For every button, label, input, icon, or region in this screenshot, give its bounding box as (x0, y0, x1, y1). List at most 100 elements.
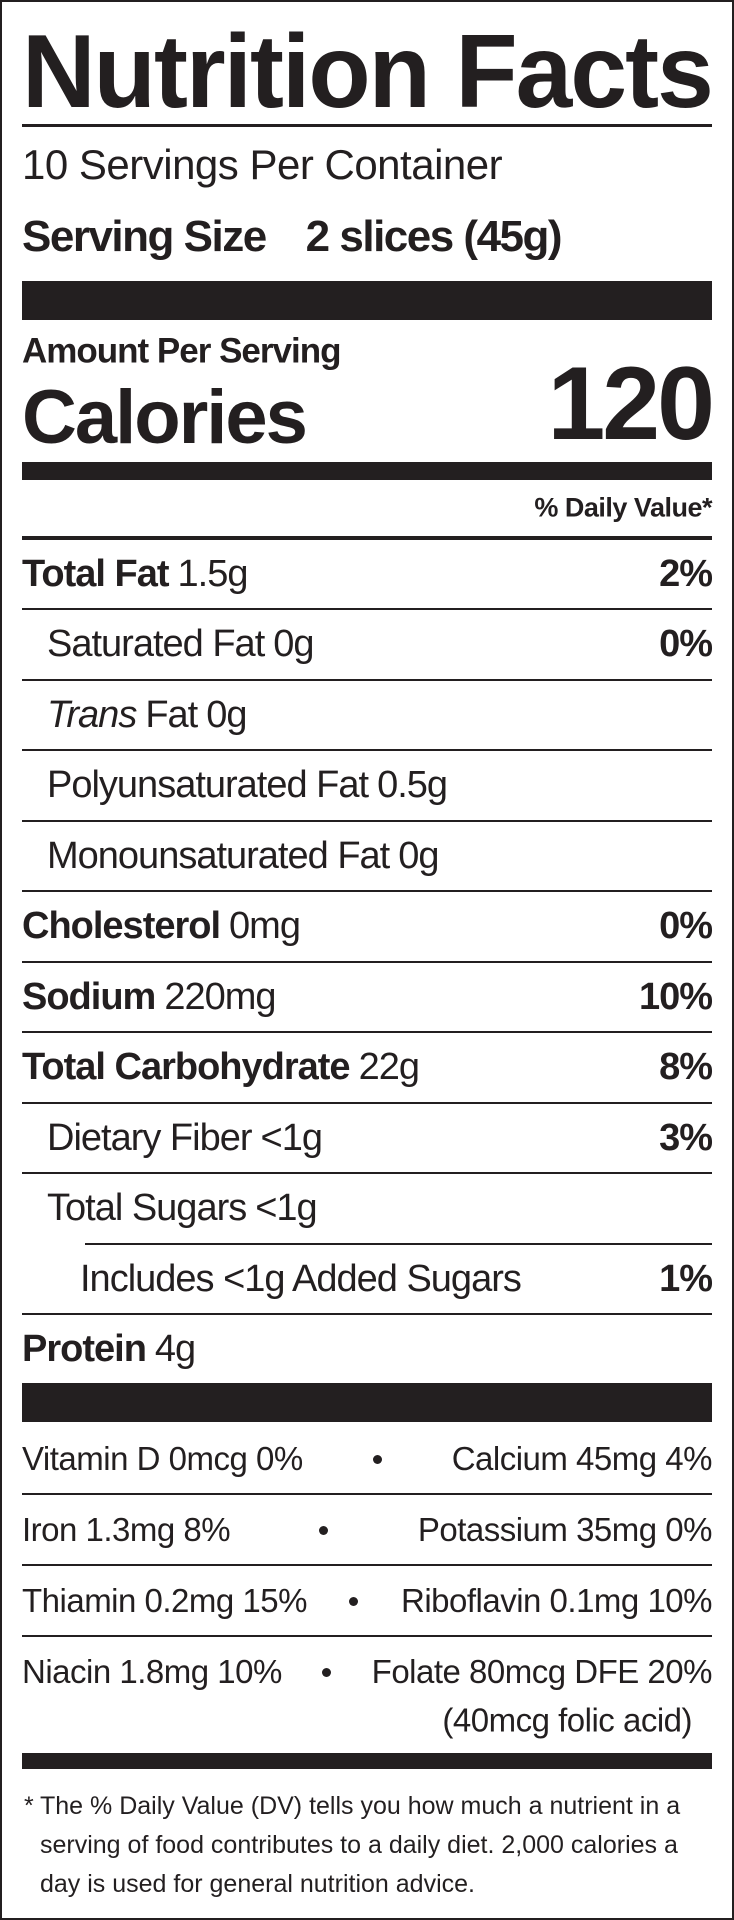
nutrient-row: Sodium 220mg 10% (22, 972, 713, 1022)
bullet (372, 1454, 382, 1464)
nutrient-row: Polyunsaturated Fat 0.5g (22, 761, 712, 811)
bullet (322, 1667, 332, 1677)
bullet (349, 1596, 359, 1606)
nutrient-row: Saturated Fat 0g 0% (22, 620, 713, 670)
vitamin-left: Niacin 1.8mg 10% (22, 1653, 282, 1690)
vitamin-row: Thiamin 0.2mg 15% Riboflavin 0.1mg 10% (22, 1582, 713, 1620)
nutrient-left: Total Sugars <1g (22, 1187, 318, 1230)
vitamin-left: Vitamin D 0mcg 0% (22, 1440, 303, 1477)
nutrient-amount: 22g (358, 1046, 420, 1088)
nutrient-amount: 0g (206, 693, 247, 736)
nutrient-dv: 10% (638, 975, 713, 1018)
rule (22, 608, 712, 610)
nutrient-row: Total Carbohydrate 22g 8% (22, 1043, 713, 1093)
footnote: * The % Daily Value (DV) tells you how mu… (24, 1787, 710, 1904)
nutrient-dv: 8% (659, 1046, 713, 1088)
rule (85, 1242, 712, 1245)
footnote-text: The % Daily Value (DV) tells you how muc… (40, 1792, 681, 1898)
rule (22, 890, 712, 892)
rule (22, 678, 712, 681)
vitamin-right: Potassium 35mg 0% (417, 1511, 713, 1548)
vitamin-left: Iron 1.3mg 8% (22, 1511, 231, 1548)
nutrient-left: Trans Fat 0g (22, 693, 248, 737)
nutrient-row: Total Sugars <1g (22, 1184, 712, 1234)
nutrient-name: Fat (145, 693, 198, 736)
vitamin-row: Iron 1.3mg 8% Potassium 35mg 0% (22, 1511, 712, 1549)
servings: 10 Servings Per Container (22, 141, 503, 188)
rule (22, 960, 712, 963)
nutrient-amount: 220mg (164, 975, 276, 1018)
footnote-mark: * (24, 1792, 34, 1820)
nutrient-row: Protein 4g (22, 1325, 712, 1375)
vitamin-row: Vitamin D 0mcg 0% Calcium 45mg 4% (22, 1440, 712, 1478)
nutrient-name: Protein (22, 1328, 147, 1370)
serving-size-label: Serving Size (22, 212, 267, 261)
nutrient-name: Includes <1g Added Sugars (80, 1257, 522, 1300)
nutrient-left: Cholesterol 0mg (22, 905, 301, 948)
nutrient-left: Monounsaturated Fat 0g (22, 834, 440, 878)
nutrient-amount: 0.5g (377, 764, 448, 806)
rule (22, 1031, 712, 1033)
nutrient-amount: 0g (398, 834, 439, 877)
vitamin-note: (40mcg folic acid) (442, 1701, 692, 1739)
rule (22, 819, 712, 822)
nutrient-row: Cholesterol 0mg 0% (22, 902, 713, 952)
nutrient-name: Saturated Fat (47, 623, 265, 665)
nutrient-name: Total Fat (22, 552, 170, 595)
rule (22, 536, 712, 540)
nutrient-row: Monounsaturated Fat 0g (22, 831, 712, 881)
nutrient-left: Polyunsaturated Fat 0.5g (22, 764, 448, 807)
vitamin-right: Riboflavin 0.1mg 10% (400, 1582, 713, 1619)
nutrient-dv: 1% (659, 1257, 713, 1300)
nutrient-left: Includes <1g Added Sugars (22, 1257, 522, 1301)
rule (22, 1313, 712, 1315)
nutrient-name: Monounsaturated Fat (47, 834, 390, 877)
rule (22, 1172, 712, 1174)
thick-rule (22, 1753, 712, 1769)
nutrient-left: Protein 4g (22, 1328, 196, 1371)
nutrient-amount: <1g (260, 1116, 323, 1159)
nutrient-dv: 2% (659, 552, 713, 595)
calories-value: 120 (547, 346, 715, 462)
nutrient-left: Saturated Fat 0g (22, 623, 315, 666)
nutrient-row: Dietary Fiber <1g 3% (22, 1113, 713, 1163)
bullet (319, 1525, 329, 1535)
nutrient-row: Trans Fat 0g (22, 690, 712, 740)
nutrient-amount: 0g (273, 623, 314, 665)
vitamin-right: Folate 80mcg DFE 20% (371, 1653, 713, 1690)
amount-per-serving: Amount Per Serving (22, 331, 341, 371)
nutrient-left: Total Carbohydrate 22g (22, 1046, 420, 1089)
nutrient-amount: <1g (255, 1187, 317, 1229)
rule (22, 124, 712, 127)
nutrient-name: Cholesterol (22, 905, 221, 947)
nutrient-row: Includes <1g Added Sugars 1% (22, 1254, 713, 1304)
nutrient-name: Total Sugars (47, 1187, 247, 1229)
serving-size-value: 2 slices (45g) (305, 212, 563, 261)
vitamin-right: Calcium 45mg 4% (451, 1440, 713, 1477)
rule (22, 1564, 712, 1566)
thick-rule (22, 462, 712, 480)
nutrient-row: Total Fat 1.5g 2% (22, 549, 713, 599)
rule (22, 1493, 712, 1495)
vitamin-row: Niacin 1.8mg 10% Folate 80mcg DFE 20% (22, 1653, 712, 1691)
title: Nutrition Facts (22, 14, 714, 130)
rule (22, 749, 712, 751)
vitamin-left: Thiamin 0.2mg 15% (22, 1582, 307, 1619)
nutrient-name: Sodium (22, 975, 156, 1018)
dv-header: % Daily Value* (534, 492, 712, 523)
nutrient-amount: 4g (154, 1328, 196, 1370)
nutrient-dv: 0% (659, 623, 713, 665)
nutrient-left: Dietary Fiber <1g (22, 1116, 323, 1160)
rule (22, 1635, 712, 1637)
nutrient-dv: 0% (659, 905, 713, 947)
nutrient-name: Total Carbohydrate (22, 1046, 351, 1088)
nutrient-amount: 0mg (229, 905, 301, 947)
nutrient-left: Sodium 220mg (22, 975, 277, 1019)
thick-rule (22, 281, 712, 320)
nutrient-amount: 1.5g (177, 552, 249, 595)
serving-size: Serving Size 2 slices (45g) (22, 212, 563, 261)
nutrient-name: Dietary Fiber (47, 1116, 252, 1159)
nutrient-dv: 3% (659, 1116, 713, 1159)
nutrient-left: Total Fat 1.5g (22, 552, 249, 596)
rule (22, 1101, 712, 1104)
